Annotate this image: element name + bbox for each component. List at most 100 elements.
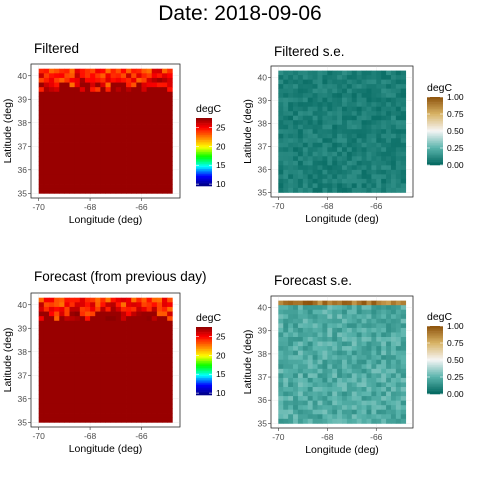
heat-cell xyxy=(278,368,284,374)
heat-cell xyxy=(376,377,382,383)
heat-cell xyxy=(371,111,377,117)
heat-cell xyxy=(312,309,318,315)
heat-cell xyxy=(390,133,397,139)
heat-cell xyxy=(283,368,289,374)
heat-cell xyxy=(110,348,117,354)
heat-cell xyxy=(293,377,299,383)
heat-cell xyxy=(156,348,163,354)
heat-cell xyxy=(390,174,397,180)
heat-cell xyxy=(332,147,338,153)
heat-cell xyxy=(79,77,86,83)
heat-cell xyxy=(90,101,96,107)
heat-cell xyxy=(79,362,86,368)
heat-cell xyxy=(381,396,387,402)
legend-title: degC xyxy=(196,103,222,115)
heat-cell xyxy=(283,364,289,370)
heat-cell xyxy=(146,96,153,102)
legend-color-step xyxy=(427,125,443,128)
heat-cell xyxy=(293,364,299,370)
heat-cell xyxy=(156,73,163,79)
heat-cell xyxy=(69,362,76,368)
heat-cell xyxy=(312,305,318,311)
heat-cell xyxy=(95,353,101,359)
heat-cell xyxy=(356,97,362,103)
heat-cell xyxy=(146,137,153,143)
legend-color-step xyxy=(427,141,443,144)
heat-cell xyxy=(386,309,392,315)
heat-cell xyxy=(376,187,382,193)
heat-cell xyxy=(79,417,86,423)
heat-cell xyxy=(167,330,173,336)
heat-cell xyxy=(390,70,397,76)
heat-cell xyxy=(64,325,70,331)
heat-cell xyxy=(156,334,163,340)
legend-tick-label: 20 xyxy=(216,141,226,151)
heat-cell xyxy=(307,165,314,171)
heat-cell xyxy=(167,184,173,190)
heat-cell xyxy=(288,364,294,370)
heat-cell xyxy=(278,70,284,76)
heat-cell xyxy=(366,106,372,112)
heat-cell xyxy=(100,325,106,331)
heat-cell xyxy=(307,364,314,370)
heat-cell xyxy=(136,161,142,167)
heat-cell xyxy=(342,79,348,85)
heat-cell xyxy=(126,376,132,382)
heat-cell xyxy=(361,151,367,157)
heat-cell xyxy=(105,334,112,340)
heat-cell xyxy=(162,96,168,102)
heat-cell xyxy=(390,373,397,379)
heat-cell xyxy=(332,183,338,189)
heat-cell xyxy=(69,325,76,331)
legend-tick-label: 10 xyxy=(216,388,226,398)
heat-cell xyxy=(312,368,318,374)
heat-cell xyxy=(288,70,294,76)
heat-cell xyxy=(100,334,106,340)
heat-cell xyxy=(146,188,153,194)
heat-cell xyxy=(43,188,50,194)
heat-cell xyxy=(95,380,101,386)
heat-cell xyxy=(283,151,289,157)
heat-cell xyxy=(307,327,314,333)
heat-cell xyxy=(322,405,328,411)
heat-cell xyxy=(95,413,101,419)
heat-cell xyxy=(115,151,122,157)
heat-cell xyxy=(54,68,60,74)
heat-cell xyxy=(337,337,343,342)
heat-cell xyxy=(381,75,387,81)
heat-cell xyxy=(351,414,358,420)
heat-cell xyxy=(74,77,81,83)
heat-cell xyxy=(371,142,377,148)
heat-cell xyxy=(74,119,81,125)
heat-cell xyxy=(141,334,148,340)
heat-cell xyxy=(43,362,50,368)
heat-cell xyxy=(400,147,407,153)
heat-cell xyxy=(59,73,65,79)
heat-cell xyxy=(131,413,137,419)
heat-cell xyxy=(110,357,117,363)
heat-cell xyxy=(342,382,348,388)
heat-cell xyxy=(351,373,358,379)
heat-cell xyxy=(395,124,402,130)
heat-cell xyxy=(312,396,318,402)
heat-cell xyxy=(337,129,343,135)
heat-cell xyxy=(361,79,367,85)
heat-cell xyxy=(376,309,382,315)
heat-cell xyxy=(342,337,348,342)
heat-cell xyxy=(293,138,299,144)
heat-cell xyxy=(390,187,397,193)
heat-cell xyxy=(283,88,289,94)
legend-color-step xyxy=(427,105,443,108)
heat-cell xyxy=(90,343,96,349)
heat-cell xyxy=(361,364,367,370)
heat-cell xyxy=(386,124,392,130)
heat-cell xyxy=(337,359,343,365)
heat-cell xyxy=(297,300,304,306)
heat-cell xyxy=(297,414,304,420)
heat-cell xyxy=(342,84,348,90)
heat-cell xyxy=(327,88,333,94)
heat-cell xyxy=(126,311,132,317)
heat-cell xyxy=(346,332,353,338)
heat-cell xyxy=(90,161,96,167)
heat-cell xyxy=(342,377,348,383)
